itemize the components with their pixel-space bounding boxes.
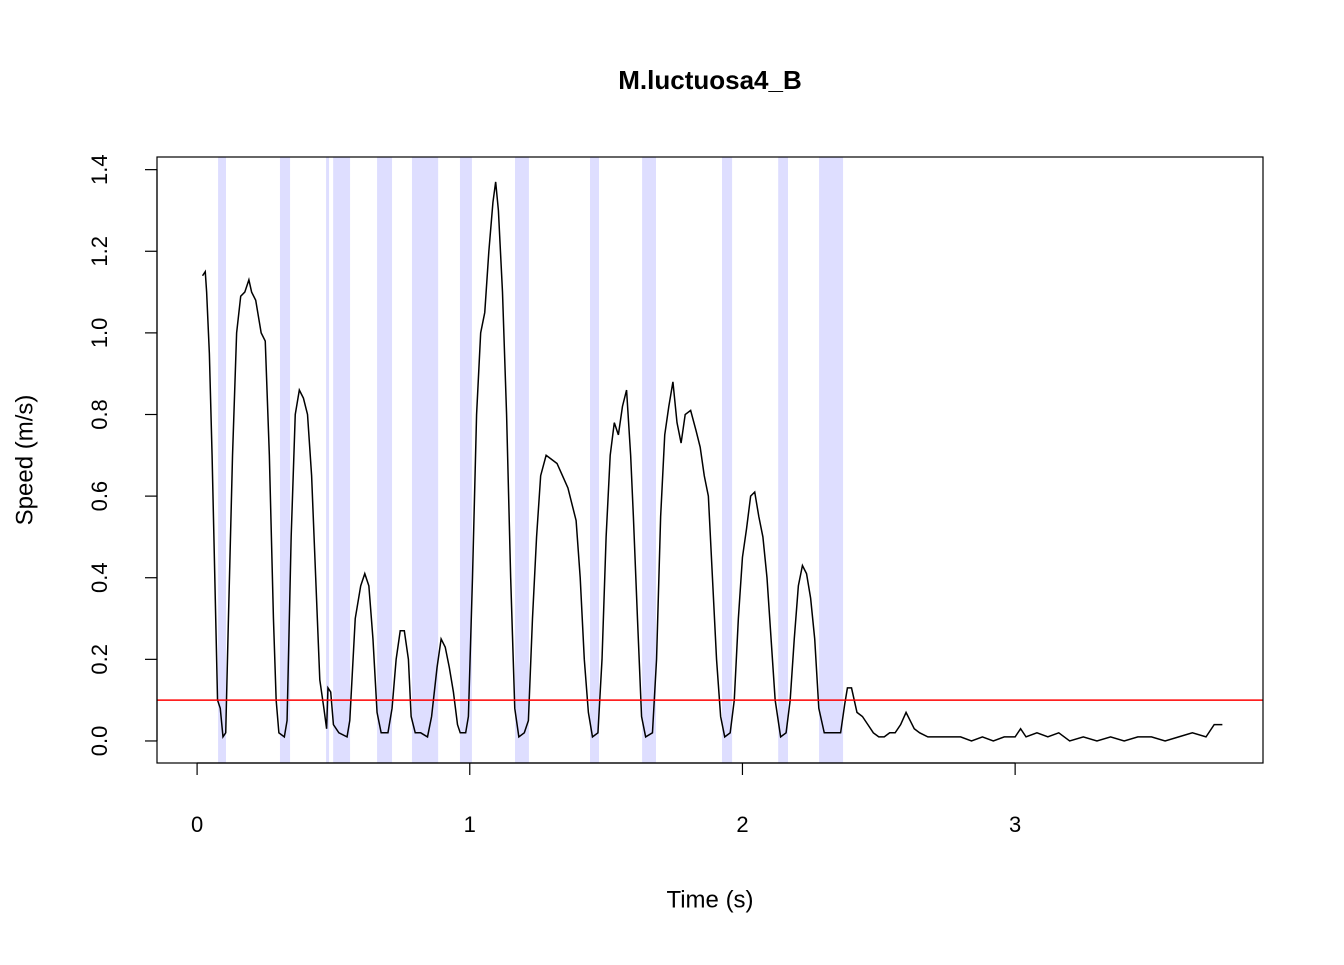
y-tick-label: 0.4	[87, 562, 112, 593]
shaded-interval	[377, 157, 393, 763]
y-tick-label: 0.8	[87, 399, 112, 430]
plot-frame	[156, 156, 1264, 764]
y-axis-label: Speed (m/s)	[11, 395, 38, 526]
shaded-interval	[642, 157, 657, 763]
y-tick-label: 0.2	[87, 644, 112, 675]
shaded-interval	[411, 157, 439, 763]
x-tick-label: 2	[736, 812, 748, 837]
y-tick-label: 1.0	[87, 318, 112, 349]
shaded-interval	[459, 157, 472, 763]
shaded-interval	[326, 157, 330, 763]
shaded-interval	[333, 157, 351, 763]
shaded-interval	[590, 157, 600, 763]
y-tick-label: 1.2	[87, 236, 112, 267]
shaded-interval	[515, 157, 529, 763]
chart-title: M.luctuosa4_B	[618, 65, 802, 95]
x-tick-label: 0	[191, 812, 203, 837]
shaded-interval	[778, 157, 788, 763]
y-tick-label: 1.4	[87, 154, 112, 185]
y-tick-label: 0.0	[87, 726, 112, 757]
shaded-interval	[721, 157, 733, 763]
shaded-interval	[218, 157, 226, 763]
shaded-interval	[279, 157, 291, 763]
speed-line	[201, 181, 1223, 742]
x-tick-label: 1	[464, 812, 476, 837]
y-tick-label: 0.6	[87, 481, 112, 512]
x-axis-label: Time (s)	[666, 886, 753, 913]
shaded-interval	[819, 157, 844, 763]
x-tick-label: 3	[1009, 812, 1021, 837]
